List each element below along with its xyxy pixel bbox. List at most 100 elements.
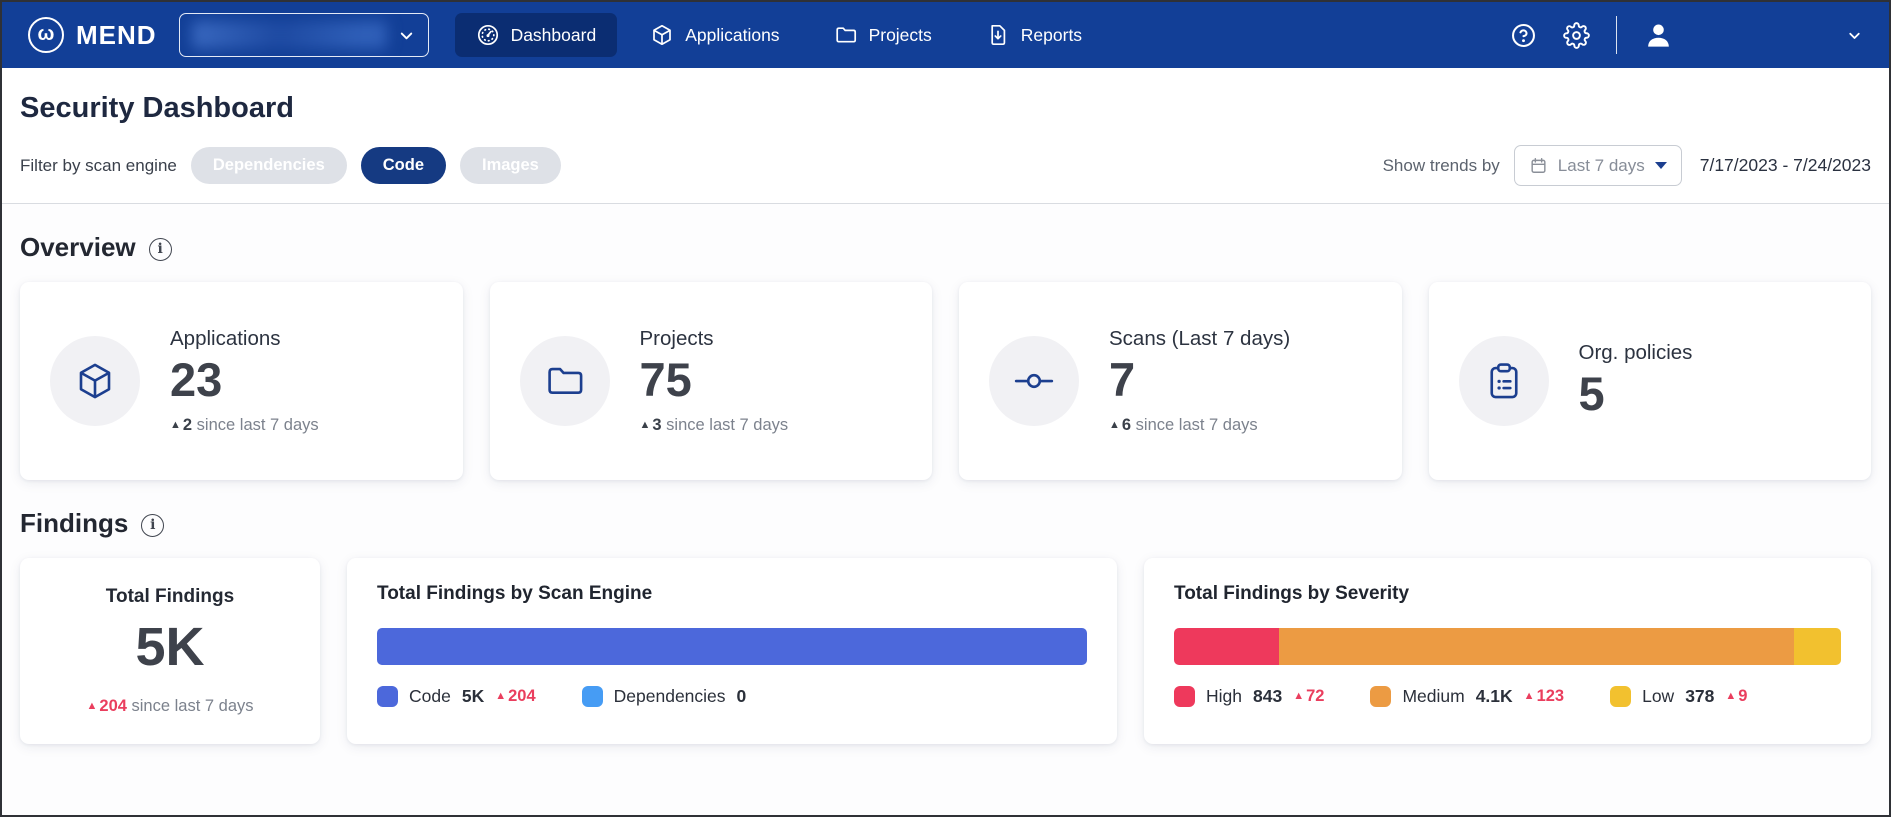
trend-up-icon: ▲: [639, 418, 651, 431]
stat-label: Applications: [170, 327, 281, 351]
calendar-icon: [1531, 158, 1546, 173]
findings-cards: Total Findings 5K ▲ 204 since last 7 days…: [20, 558, 1871, 744]
trends-period-value: Last 7 days: [1557, 155, 1645, 175]
severity-bar-medium: [1279, 628, 1794, 665]
dependencies-swatch: [581, 686, 603, 707]
legend-item-dependencies: Dependencies 0: [581, 686, 746, 707]
code-swatch: [377, 686, 398, 707]
org-name-redacted: [191, 21, 387, 49]
legend-item-code: Code 5K ▲ 204: [377, 686, 536, 707]
legend-delta: ▲ 9: [1725, 687, 1748, 705]
trend-up-icon: ▲: [1523, 690, 1535, 702]
info-icon[interactable]: i: [148, 237, 172, 261]
topbar-divider: [1616, 16, 1617, 54]
filter-pill-code[interactable]: Code: [360, 147, 446, 184]
stat-value: 5: [1578, 367, 1605, 421]
stat-label: Org. policies: [1578, 341, 1693, 365]
findings-title: Findings: [20, 508, 129, 538]
nav-tab-dashboard[interactable]: Dashboard: [454, 13, 618, 57]
total-findings-value: 5K: [135, 617, 205, 677]
filter-pill-dependencies[interactable]: Dependencies: [190, 147, 347, 184]
info-icon[interactable]: i: [141, 513, 165, 537]
top-nav-bar: ω MEND Dashboard Applications Projects R…: [2, 2, 1889, 68]
settings-button[interactable]: [1563, 21, 1590, 49]
legend-delta: ▲ 72: [1293, 687, 1325, 705]
legend-item-high: High 843 ▲ 72: [1174, 686, 1324, 707]
mend-logo[interactable]: ω MEND: [28, 17, 157, 53]
trend-up-icon: ▲: [1109, 418, 1120, 431]
gear-icon: [1563, 21, 1590, 49]
trend-up-icon: ▲: [1293, 690, 1305, 702]
nav-tab-reports[interactable]: Reports: [965, 13, 1103, 57]
stat-trend: ▲ 2 since last 7 days: [170, 415, 319, 434]
trend-up-icon: ▲: [1725, 690, 1737, 702]
severity-bar-high: [1174, 628, 1280, 665]
scan-icon: [989, 336, 1079, 426]
total-findings-trend: ▲ 204 since last 7 days: [86, 697, 254, 715]
stat-trend: ▲ 6 since last 7 days: [1109, 415, 1258, 434]
engine-bar-code: [377, 628, 1087, 665]
nav-tab-applications[interactable]: Applications: [629, 13, 800, 57]
stat-value: 7: [1109, 353, 1136, 407]
filter-row: Filter by scan engine Dependencies Code …: [20, 145, 1871, 203]
severity-bar-low: [1793, 628, 1841, 665]
applications-card: Applications 23 ▲ 2 since last 7 days: [20, 282, 463, 480]
help-button[interactable]: [1510, 22, 1537, 49]
trend-up-icon: ▲: [495, 690, 507, 702]
user-icon: [1648, 24, 1669, 47]
stat-trend: ▲ 3 since last 7 days: [639, 415, 789, 434]
filter-pill-images[interactable]: Images: [460, 147, 561, 184]
high-swatch: [1174, 686, 1195, 707]
overview-section-title: Overview i: [20, 232, 1871, 263]
nav-tab-label: Applications: [685, 24, 780, 45]
nav-tab-label: Projects: [868, 24, 932, 45]
report-download-icon: [991, 24, 1006, 46]
engine-chart-title: Total Findings by Scan Engine: [377, 583, 653, 604]
findings-by-severity-card: Total Findings by Severity High 843 ▲ 72: [1144, 558, 1871, 744]
gauge-icon: [477, 24, 498, 46]
folder-icon: [519, 336, 610, 426]
header-divider: [2, 203, 1889, 204]
help-icon: [1512, 23, 1535, 47]
org-selector-dropdown[interactable]: [178, 13, 429, 57]
user-menu[interactable]: [1643, 20, 1863, 51]
chevron-down-icon: [400, 32, 412, 39]
caret-down-icon: [1654, 162, 1667, 169]
page-title: Security Dashboard: [20, 92, 294, 124]
stat-label: Scans (Last 7 days): [1109, 327, 1291, 351]
page-header: Security Dashboard Filter by scan engine…: [2, 68, 1889, 203]
cube-icon: [653, 24, 672, 46]
severity-legend: High 843 ▲ 72 Medium 4.1K ▲ 123 Low 378: [1174, 686, 1841, 707]
legend-delta: ▲ 204: [495, 687, 536, 705]
nav-tab-label: Reports: [1020, 24, 1083, 45]
cube-icon: [50, 336, 140, 426]
trends-period-dropdown[interactable]: Last 7 days: [1513, 145, 1682, 186]
clipboard-icon: [1458, 336, 1549, 426]
chevron-down-icon: [1849, 32, 1860, 39]
severity-bar-chart: [1174, 628, 1841, 665]
projects-card: Projects 75 ▲ 3 since last 7 days: [489, 282, 932, 480]
nav-tab-projects[interactable]: Projects: [813, 13, 953, 57]
legend-delta: ▲ 123: [1523, 687, 1565, 705]
total-findings-card: Total Findings 5K ▲ 204 since last 7 days: [20, 558, 320, 744]
stat-label: Projects: [639, 327, 714, 351]
findings-by-engine-card: Total Findings by Scan Engine Code 5K ▲ 2…: [347, 558, 1117, 744]
mend-logo-icon: ω: [28, 17, 64, 53]
overview-cards: Applications 23 ▲ 2 since last 7 days Pro…: [20, 282, 1871, 480]
filter-label: Filter by scan engine: [20, 155, 177, 175]
topbar-actions: [1510, 16, 1863, 54]
severity-chart-title: Total Findings by Severity: [1174, 583, 1410, 604]
brand-name: MEND: [76, 19, 157, 50]
trend-up-icon: ▲: [86, 700, 98, 712]
low-swatch: [1610, 686, 1632, 707]
trend-up-icon: ▲: [170, 418, 181, 431]
folder-icon: [835, 27, 856, 43]
total-findings-label: Total Findings: [105, 586, 235, 607]
date-range: 7/17/2023 - 7/24/2023: [1699, 155, 1871, 175]
medium-swatch: [1370, 686, 1392, 707]
stat-value: 75: [639, 353, 692, 407]
nav-tab-label: Dashboard: [510, 24, 597, 45]
user-name-redacted: [1684, 20, 1836, 50]
findings-section-title: Findings i: [20, 508, 1871, 539]
